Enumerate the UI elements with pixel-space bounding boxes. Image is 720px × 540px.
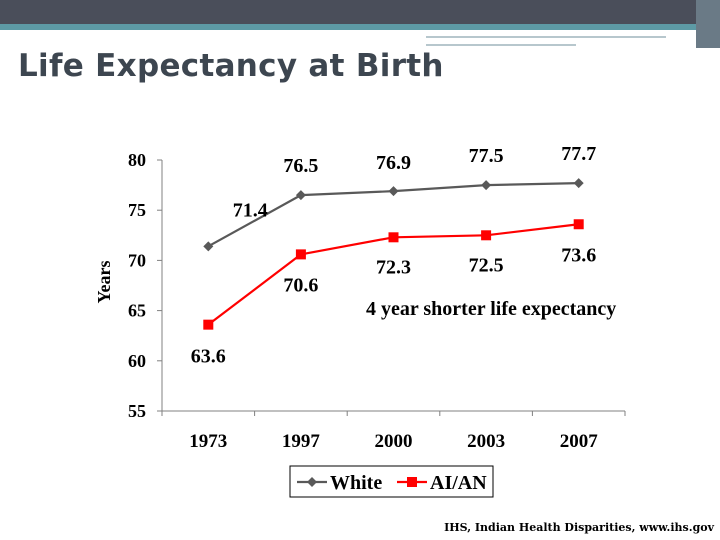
legend-marker (307, 477, 317, 487)
y-tick-label: 60 (128, 351, 146, 371)
x-tick-label: 1973 (189, 431, 227, 452)
data-label: 77.5 (469, 145, 504, 167)
x-tick-label: 2007 (560, 431, 599, 452)
y-tick-label: 75 (128, 200, 146, 220)
header-divider-short (426, 44, 576, 46)
data-label: 77.7 (561, 143, 596, 165)
header-accent-strip (0, 24, 720, 30)
source-note: IHS, Indian Health Disparities, www.ihs.… (444, 521, 714, 534)
y-tick-label: 70 (128, 250, 146, 270)
data-point (481, 230, 492, 241)
data-point (203, 241, 214, 252)
y-tick-label: 55 (128, 401, 146, 421)
data-point (295, 249, 306, 260)
x-tick-label: 2000 (375, 431, 413, 452)
chart-annotation: 4 year shorter life expectancy (366, 298, 616, 320)
y-tick-label: 80 (128, 150, 146, 170)
data-point (573, 178, 584, 189)
chart-axes: 55 60 65 70 75 80 1973 1997 2000 2003 2007 (128, 150, 626, 452)
data-label: 70.6 (283, 274, 318, 296)
data-label: 76.9 (376, 152, 411, 174)
series-layer (203, 178, 584, 330)
x-tick-label: 1997 (282, 431, 321, 452)
data-point (203, 319, 214, 330)
data-label: 73.6 (561, 244, 596, 266)
data-label: 72.3 (376, 256, 411, 278)
legend-label: AI/AN (430, 472, 487, 494)
y-tick-label: 65 (128, 301, 146, 321)
legend-marker (407, 477, 417, 487)
data-label: 76.5 (283, 155, 318, 177)
legend-label: White (330, 472, 382, 494)
data-point (295, 190, 306, 201)
chart-legend: White AI/AN (289, 465, 494, 498)
data-label: 71.4 (233, 199, 268, 221)
data-label: 72.5 (469, 254, 504, 276)
data-point (573, 219, 584, 230)
data-point (388, 186, 399, 197)
page-title: Life Expectancy at Birth (18, 48, 444, 84)
data-point (481, 180, 492, 191)
data-label: 63.6 (191, 346, 226, 368)
data-labels: 71.4 76.5 76.9 77.5 77.7 63.6 70.6 72.3 72.5 73.6 (191, 143, 596, 368)
x-tick-label: 2003 (467, 431, 505, 452)
data-point (388, 232, 399, 243)
header-corner-block (696, 0, 720, 48)
header-divider (426, 36, 666, 38)
y-axis-label: Years (94, 261, 114, 304)
